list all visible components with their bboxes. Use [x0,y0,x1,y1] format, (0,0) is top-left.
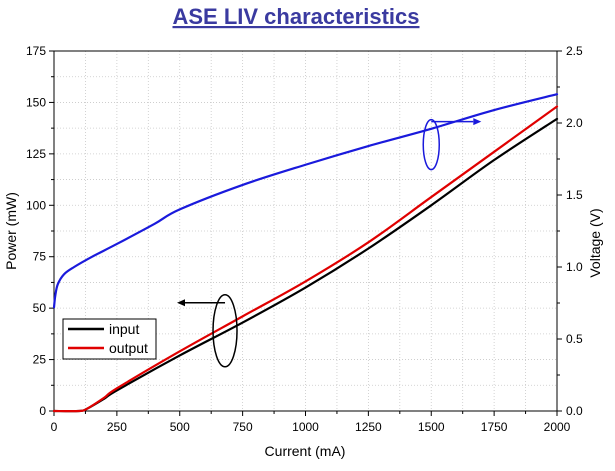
legend-box [62,318,157,360]
legend-label-output: output [109,340,148,356]
annotation-ellipse-voltage [422,118,440,171]
y-axis-label: Power (mW) [3,192,19,270]
y-tick-label: 0 [39,404,46,418]
y-tick-label: 50 [33,301,47,315]
y2-tick-label: 2.5 [566,44,583,58]
x-axis-label: Current (mA) [265,443,346,459]
legend: input output [62,318,157,360]
x-tick-label: 1500 [418,420,445,434]
x-tick-label: 1250 [355,420,382,434]
y2-tick-label: 0.0 [566,404,583,418]
y-tick-label: 100 [26,198,46,212]
x-tick-label: 750 [233,420,253,434]
x-tick-label: 0 [51,420,58,434]
annotation-ellipse-power [212,294,238,368]
y2-axis-label: Voltage (V) [587,208,603,277]
y-tick-label: 175 [26,44,46,58]
y2-tick-label: 2.0 [566,116,583,130]
series-line-voltage [52,93,559,309]
y-tick-label: 25 [33,353,47,367]
legend-label-input: input [109,321,139,337]
y2-tick-label: 1.5 [566,188,583,202]
y2-axis-ticks: 0.0 0.5 1.0 1.5 2.0 2.5 [557,44,583,418]
x-tick-label: 1750 [481,420,508,434]
y-tick-label: 125 [26,147,46,161]
y-axis-ticks: 0 25 50 75 100 125 150 175 [26,44,54,418]
x-tick-label: 1000 [292,420,319,434]
x-axis-ticks: 0 250 500 750 1000 1250 1500 1750 2000 [51,411,571,434]
y2-tick-label: 0.5 [566,332,583,346]
x-tick-label: 2000 [544,420,571,434]
x-tick-label: 250 [107,420,127,434]
series-lines [52,93,559,413]
series-line-output [52,105,559,413]
annotations [177,118,482,368]
annotation-arrow-head [473,118,482,126]
chart-title: ASE LIV characteristics [172,4,419,29]
y-tick-label: 75 [33,250,47,264]
y-tick-label: 150 [26,95,46,109]
y2-tick-label: 1.0 [566,260,583,274]
x-tick-label: 500 [170,420,190,434]
annotation-arrow-head [177,299,185,307]
